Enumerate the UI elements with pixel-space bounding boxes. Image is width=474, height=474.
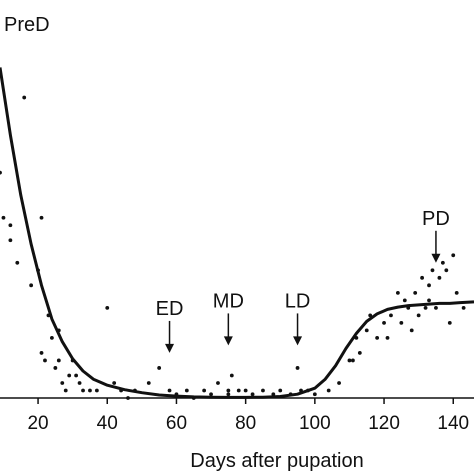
data-point xyxy=(337,381,341,385)
data-point xyxy=(420,275,425,280)
data-point xyxy=(451,253,456,258)
annotation-label: ED xyxy=(156,298,184,320)
data-point xyxy=(94,388,99,393)
data-point xyxy=(56,358,61,363)
data-point xyxy=(0,170,2,175)
data-point xyxy=(229,373,234,378)
data-point xyxy=(351,358,355,363)
data-point xyxy=(15,260,20,265)
data-point xyxy=(63,388,68,393)
data-point xyxy=(226,392,231,397)
data-point xyxy=(409,328,414,333)
panel-label: PreD xyxy=(4,14,50,36)
data-point xyxy=(146,381,151,385)
data-point xyxy=(416,313,421,318)
data-point xyxy=(271,392,276,397)
data-point xyxy=(236,388,241,393)
data-point xyxy=(209,392,213,397)
x-tick-label: 20 xyxy=(27,413,48,434)
data-point xyxy=(216,381,220,385)
data-point xyxy=(389,313,393,318)
data-point xyxy=(427,283,431,288)
annotation-arrow-head xyxy=(165,343,175,353)
annotation-ed: ED xyxy=(156,298,184,353)
data-point xyxy=(399,320,404,325)
data-point xyxy=(364,328,369,333)
data-point xyxy=(395,290,400,295)
stage-annotations: ED MD LD PD xyxy=(156,208,450,353)
data-point xyxy=(434,305,438,310)
data-point xyxy=(77,381,82,385)
data-point xyxy=(22,95,27,100)
data-point xyxy=(29,283,34,288)
data-point xyxy=(112,381,117,385)
annotation-ld: LD xyxy=(285,290,311,346)
data-point xyxy=(430,268,435,273)
data-point xyxy=(427,298,431,303)
data-point xyxy=(440,260,445,265)
data-point xyxy=(382,320,386,325)
data-point xyxy=(375,336,380,340)
data-point xyxy=(461,305,466,310)
data-point xyxy=(278,388,283,393)
x-axis-title: Days after pupation xyxy=(190,450,363,472)
annotation-label: LD xyxy=(285,290,311,312)
data-point xyxy=(447,320,452,325)
data-point xyxy=(243,388,248,393)
annotation-arrow-head xyxy=(223,336,233,346)
data-point xyxy=(67,373,72,378)
data-point xyxy=(295,366,300,370)
data-point xyxy=(326,388,331,393)
data-point xyxy=(250,392,255,397)
data-point xyxy=(157,366,162,370)
data-point xyxy=(437,275,442,280)
x-tick-label: 100 xyxy=(299,413,331,434)
data-point xyxy=(74,373,79,378)
data-point xyxy=(167,388,172,393)
data-point xyxy=(357,351,362,355)
data-point xyxy=(385,336,390,340)
annotation-pd: PD xyxy=(422,208,450,263)
data-point xyxy=(88,388,92,393)
x-tick-label: 40 xyxy=(97,413,118,434)
x-axis-ticks: 20 40 60 80 100 120 140 xyxy=(27,398,469,434)
data-point xyxy=(60,381,65,385)
data-point xyxy=(8,223,13,228)
data-point xyxy=(53,366,58,370)
data-point xyxy=(226,388,231,393)
annotation-label: MD xyxy=(213,290,244,312)
data-point xyxy=(413,290,418,295)
data-point xyxy=(184,388,189,393)
x-tick-label: 120 xyxy=(368,413,400,434)
data-point xyxy=(39,215,44,220)
annotation-arrow-head xyxy=(431,253,441,263)
data-point xyxy=(423,305,428,310)
data-point xyxy=(402,298,407,303)
data-point xyxy=(8,238,13,243)
annotation-label: PD xyxy=(422,208,450,230)
data-point xyxy=(105,305,110,310)
data-point xyxy=(444,268,449,273)
x-tick-label: 140 xyxy=(437,413,469,434)
data-point xyxy=(454,290,459,295)
annotation-arrow-head xyxy=(293,336,303,346)
data-point xyxy=(39,351,44,355)
data-point xyxy=(261,388,265,393)
data-point xyxy=(347,358,352,363)
x-tick-label: 80 xyxy=(235,413,256,434)
data-point xyxy=(43,358,47,363)
annotation-md: MD xyxy=(213,290,244,346)
x-tick-label: 60 xyxy=(166,413,187,434)
data-point xyxy=(49,336,54,340)
trend-curve xyxy=(0,67,474,399)
data-point xyxy=(81,388,85,393)
data-point xyxy=(1,215,6,220)
data-point xyxy=(368,313,373,318)
data-point xyxy=(202,388,207,393)
data-point xyxy=(312,392,317,397)
